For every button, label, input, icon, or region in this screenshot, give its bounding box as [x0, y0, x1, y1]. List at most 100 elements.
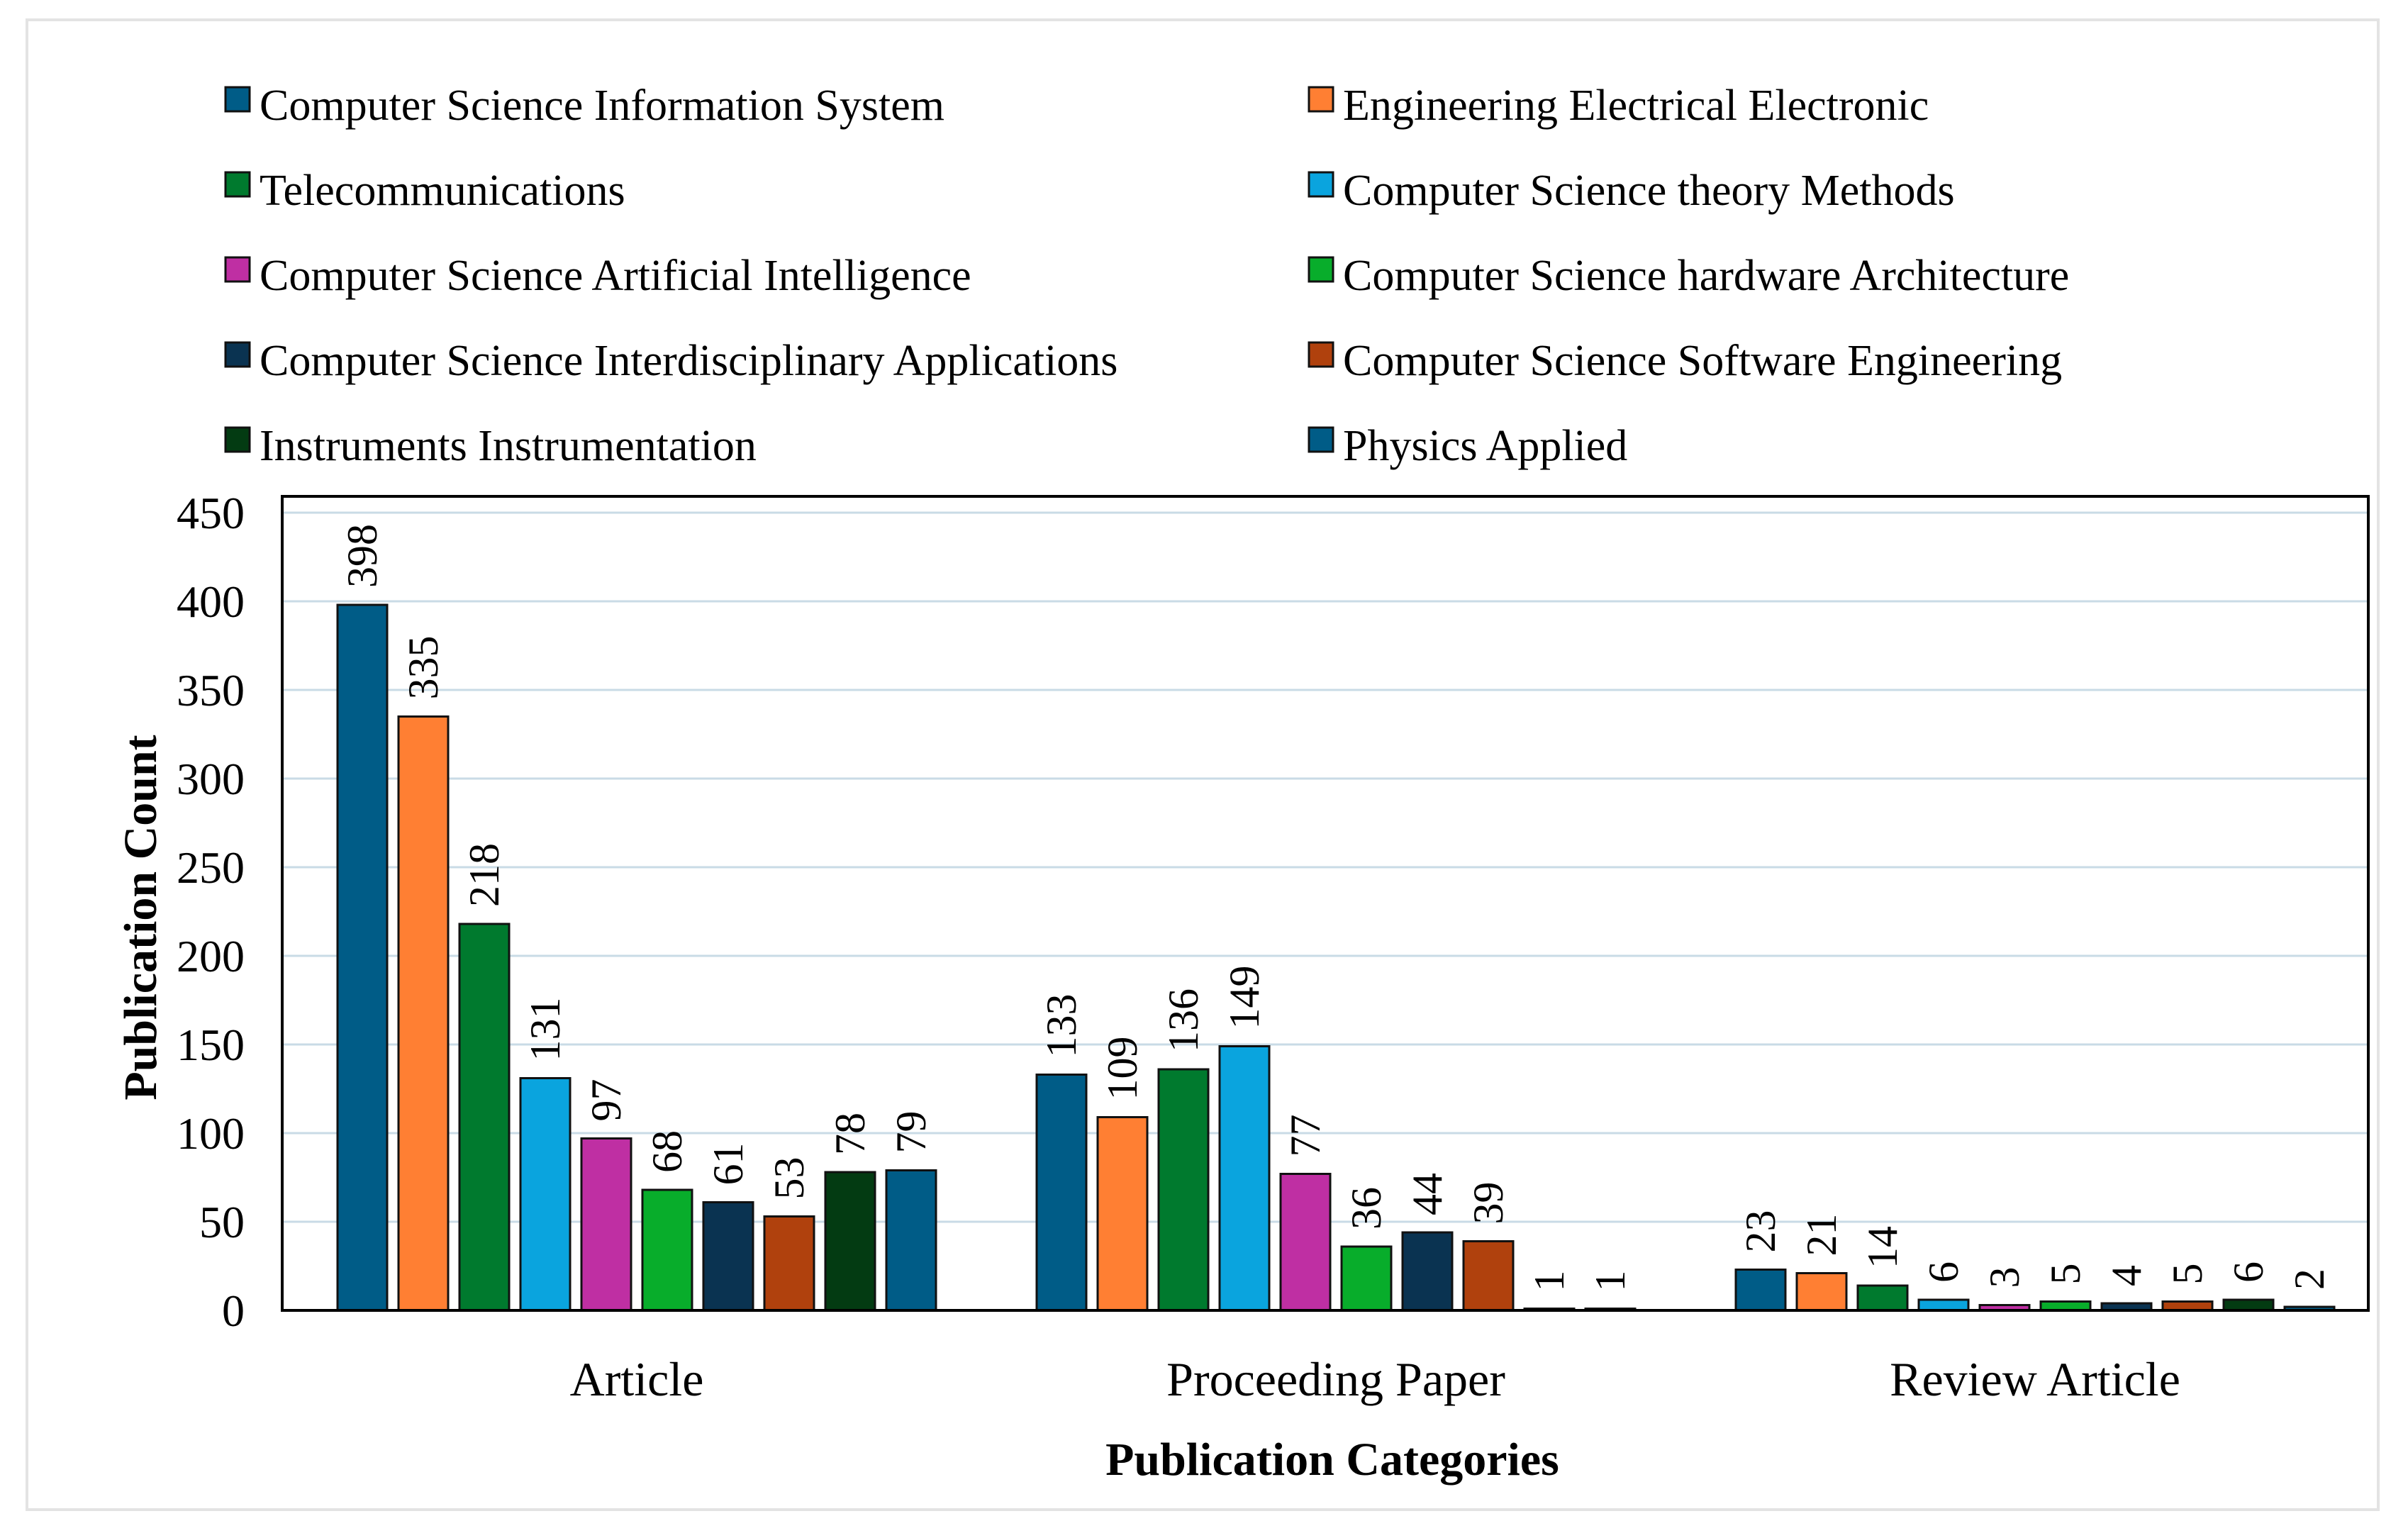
legend-item: Engineering Electrical Electronic [1308, 82, 1929, 130]
bar [1734, 1269, 1787, 1312]
data-label: 6 [2225, 1261, 2272, 1283]
bar [824, 1171, 876, 1312]
legend-item: Telecommunications [224, 167, 625, 215]
bars [336, 603, 2336, 1312]
legend-label: Instruments Instrumentation [260, 422, 757, 470]
data-label: 23 [1737, 1210, 1784, 1253]
chart-frame: Computer Science Information System Engin… [26, 18, 2380, 1511]
legend-swatch [1308, 426, 1334, 453]
legend-item: Computer Science Interdisciplinary Appli… [224, 337, 1117, 385]
legend-swatch [224, 171, 251, 198]
data-label: 5 [2042, 1264, 2089, 1285]
legend: Computer Science Information System Engin… [224, 82, 2069, 470]
legend-item: Computer Science hardware Architecture [1308, 252, 2069, 300]
data-label: 131 [522, 998, 569, 1061]
gridlines [282, 511, 2368, 1223]
bar [1917, 1298, 1970, 1312]
data-label: 1 [1587, 1271, 1634, 1292]
data-label: 133 [1038, 994, 1085, 1058]
data-label: 149 [1221, 966, 1268, 1030]
data-label: 77 [1282, 1115, 1329, 1157]
data-label: 4 [2103, 1265, 2150, 1286]
data-label: 3 [1981, 1267, 2028, 1288]
bar [885, 1169, 937, 1312]
y-tick-label: 200 [177, 931, 245, 981]
plot-area-border [281, 495, 2370, 1312]
data-label: 78 [827, 1113, 874, 1155]
bar [458, 923, 511, 1312]
data-label: 218 [461, 843, 508, 907]
legend-swatch [224, 426, 251, 453]
y-axis-title: Publication Count [115, 735, 167, 1100]
bar [336, 603, 389, 1312]
y-tick-label: 250 [177, 842, 245, 893]
bar [1856, 1284, 1909, 1312]
legend-item: Computer Science Software Engineering [1308, 337, 2062, 385]
legend-item: Computer Science Information System [224, 82, 944, 130]
bar-chart: Computer Science Information System Engin… [115, 82, 2370, 1486]
x-axis-title: Publication Categories [1105, 1434, 1559, 1486]
bar [2222, 1298, 2275, 1312]
legend-label: Telecommunications [260, 167, 625, 215]
y-tick-label: 400 [177, 576, 245, 627]
bar [1340, 1245, 1393, 1312]
legend-swatch [224, 341, 251, 368]
bar [641, 1188, 693, 1312]
data-label: 109 [1099, 1037, 1146, 1100]
x-category-label: Review Article [1890, 1352, 2180, 1406]
data-label: 5 [2164, 1264, 2211, 1285]
bar [763, 1215, 815, 1312]
bar [1218, 1045, 1271, 1312]
legend-label: Computer Science hardware Architecture [1343, 252, 2069, 300]
y-tick-label: 300 [177, 754, 245, 804]
bar [1096, 1116, 1149, 1312]
legend-label: Computer Science Software Engineering [1343, 337, 2062, 385]
legend-swatch [1308, 341, 1334, 368]
bar [1462, 1240, 1515, 1312]
bar [702, 1201, 754, 1312]
y-tick-label: 350 [177, 665, 245, 715]
data-label: 136 [1160, 988, 1207, 1052]
x-category-label: Proceeding Paper [1166, 1352, 1505, 1406]
data-label: 61 [705, 1143, 752, 1186]
legend-item: Computer Science theory Methods [1308, 167, 1955, 215]
bar [1157, 1068, 1210, 1312]
bar [1279, 1173, 1332, 1312]
legend-swatch [1308, 171, 1334, 198]
data-label: 14 [1859, 1226, 1906, 1269]
bar [397, 715, 450, 1312]
data-label: 36 [1343, 1187, 1390, 1230]
data-label: 335 [400, 636, 447, 700]
data-label: 2 [2286, 1269, 2333, 1290]
legend-label: Computer Science theory Methods [1343, 167, 1955, 215]
x-category-label: Article [570, 1352, 704, 1406]
legend-label: Computer Science Interdisciplinary Appli… [260, 337, 1117, 385]
legend-label: Engineering Electrical Electronic [1343, 82, 1929, 130]
legend-item: Instruments Instrumentation [224, 422, 757, 470]
legend-swatch [1308, 86, 1334, 113]
data-label: 39 [1465, 1182, 1512, 1225]
legend-label: Computer Science Information System [260, 82, 944, 130]
bar [1035, 1074, 1088, 1312]
y-axis-ticks: 0 50 100 150 200 250 300 350 400 450 [177, 488, 245, 1336]
data-label: 79 [888, 1111, 935, 1154]
y-tick-label: 50 [199, 1197, 245, 1247]
data-label: 398 [339, 524, 386, 588]
x-axis-categories: Article Proceeding Paper Review Article [570, 1352, 2180, 1406]
data-label: 21 [1798, 1214, 1845, 1256]
legend-label: Physics Applied [1343, 422, 1627, 470]
bar [1795, 1272, 1848, 1312]
legend-label: Computer Science Artificial Intelligence [260, 252, 971, 300]
y-tick-label: 100 [177, 1108, 245, 1159]
data-label: 6 [1920, 1261, 1967, 1283]
y-tick-label: 450 [177, 488, 245, 538]
bar [580, 1137, 632, 1312]
data-label: 1 [1526, 1271, 1573, 1292]
data-label: 53 [766, 1157, 813, 1200]
legend-swatch [1308, 256, 1334, 283]
y-tick-label: 0 [222, 1286, 245, 1336]
legend-swatch [224, 86, 251, 113]
y-tick-label: 150 [177, 1020, 245, 1070]
legend-swatch [224, 256, 251, 283]
